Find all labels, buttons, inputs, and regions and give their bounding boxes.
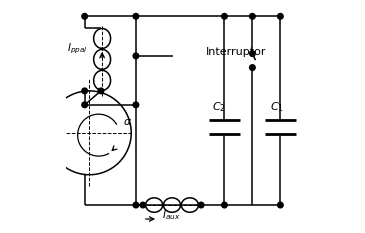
Circle shape — [133, 53, 139, 59]
Circle shape — [98, 88, 104, 94]
Text: $I_{ppal}$: $I_{ppal}$ — [67, 42, 88, 56]
Circle shape — [133, 202, 139, 208]
Circle shape — [133, 102, 139, 108]
Circle shape — [198, 202, 204, 208]
Circle shape — [250, 51, 255, 56]
Circle shape — [250, 65, 255, 70]
Text: Interruptor: Interruptor — [206, 48, 266, 57]
Circle shape — [82, 88, 88, 94]
Circle shape — [277, 202, 283, 208]
Circle shape — [82, 102, 88, 108]
Circle shape — [222, 202, 227, 208]
Circle shape — [140, 202, 146, 208]
Circle shape — [133, 14, 139, 19]
Text: $C_1$: $C_1$ — [270, 100, 284, 114]
Text: $\alpha$: $\alpha$ — [123, 117, 132, 127]
Circle shape — [82, 14, 88, 19]
Circle shape — [250, 14, 255, 19]
Text: $C_2$: $C_2$ — [212, 100, 226, 114]
Circle shape — [222, 14, 227, 19]
Circle shape — [277, 14, 283, 19]
Text: $I_{aux}$: $I_{aux}$ — [162, 209, 180, 223]
